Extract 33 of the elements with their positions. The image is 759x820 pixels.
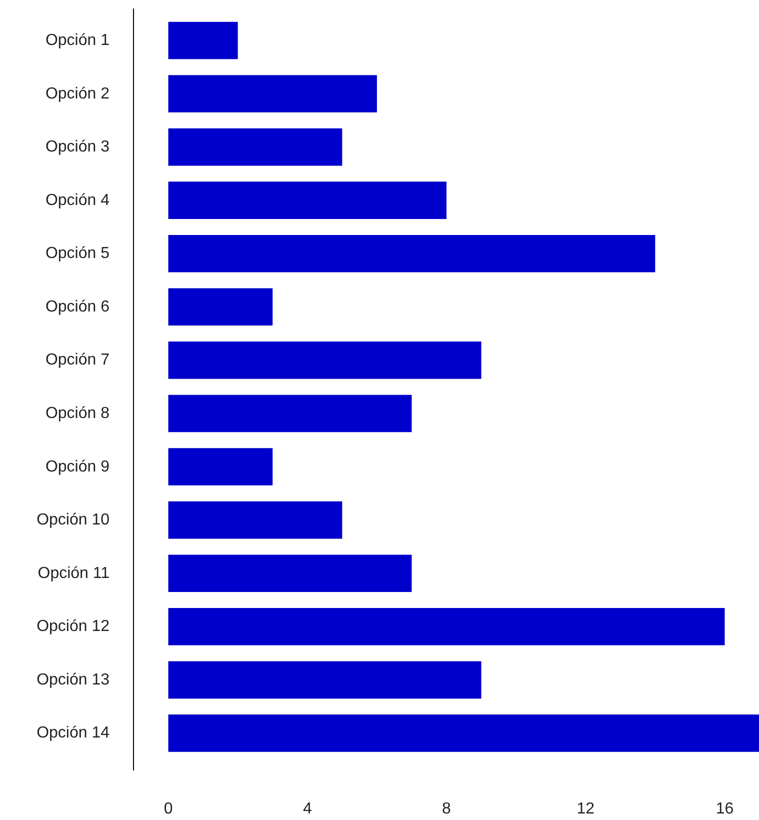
- bar: [168, 128, 342, 166]
- bar: [168, 75, 377, 112]
- y-tick-label: Opción 4: [45, 192, 110, 209]
- x-tick-label: 4: [302, 800, 312, 818]
- x-tick-label: 12: [576, 800, 595, 818]
- bar: [168, 182, 446, 219]
- bar: [168, 501, 342, 539]
- bar: [168, 554, 412, 592]
- y-tick-label: Opción 3: [45, 138, 110, 156]
- y-tick-label: Opción 8: [45, 404, 110, 422]
- bar: [168, 448, 273, 486]
- y-tick-label: Opción 7: [45, 352, 110, 369]
- bar: [168, 608, 725, 646]
- y-tick-label: Opción 9: [45, 458, 110, 476]
- y-tick-label: Opción 5: [45, 245, 110, 262]
- x-tick-label: 8: [442, 800, 452, 818]
- y-tick-label: Opción 13: [36, 671, 110, 688]
- bar: [168, 234, 656, 272]
- bar: [168, 661, 482, 699]
- x-tick-label: 16: [716, 800, 734, 818]
- bar: [168, 394, 412, 432]
- y-tick-label: Opción 6: [45, 298, 110, 316]
- x-tick-label: 0: [164, 800, 173, 818]
- y-tick-label: Opción 2: [45, 85, 110, 102]
- y-tick-label: Opción 11: [38, 564, 110, 582]
- y-tick-label: Opción 14: [36, 724, 110, 742]
- bar: [168, 714, 759, 752]
- y-tick-label: Opción 12: [36, 618, 110, 636]
- y-tick-label: Opción 1: [45, 32, 110, 49]
- bar: [168, 22, 238, 60]
- bar: [168, 288, 273, 326]
- y-tick-label: Opción 10: [36, 512, 110, 529]
- bar: [168, 342, 482, 379]
